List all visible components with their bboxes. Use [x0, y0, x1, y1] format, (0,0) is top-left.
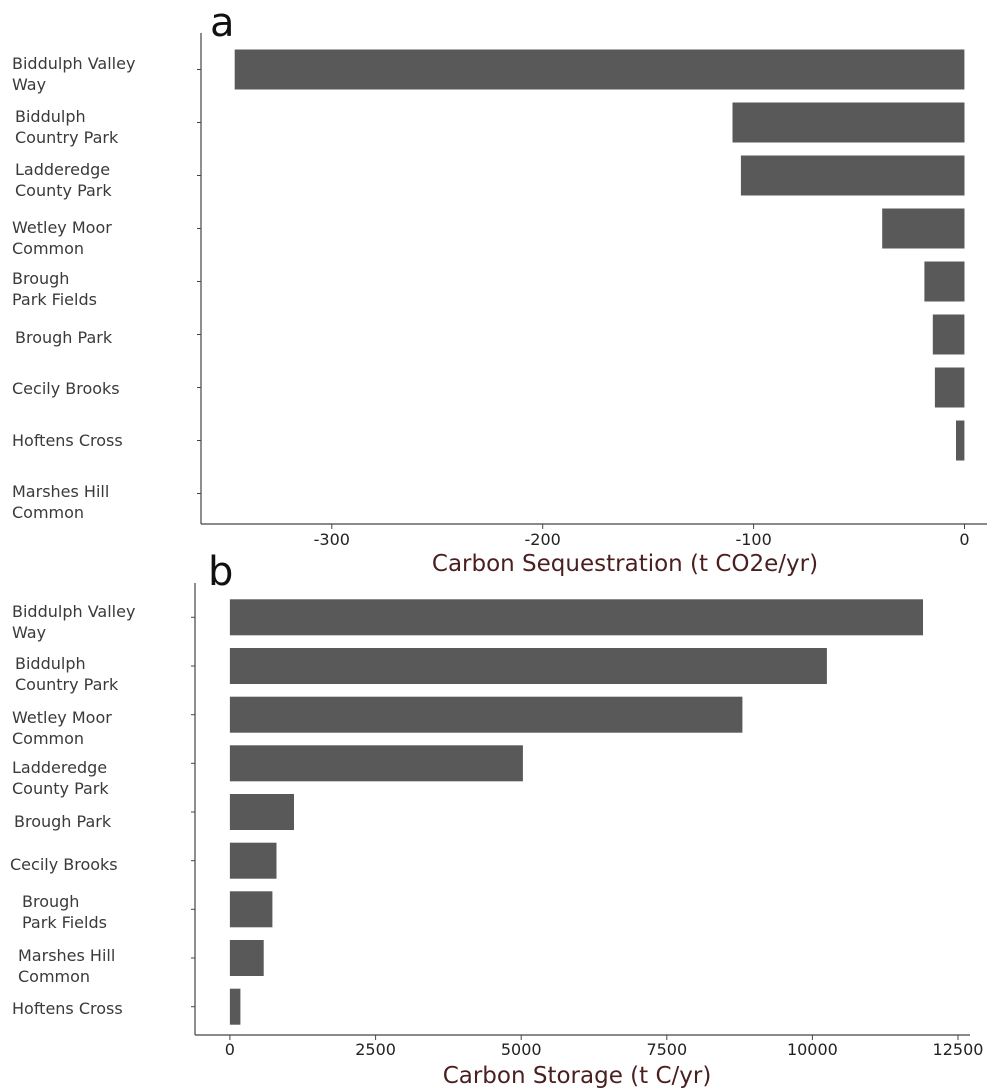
panel-a-sequestration-chart: a Biddulph Valley Way Biddulph Country Park… — [12, 0, 987, 577]
panel-a-x-tick-label-2: -100 — [735, 530, 771, 549]
panel-a-bar-7 — [956, 421, 964, 461]
panel-b-bar-4 — [230, 794, 294, 830]
panel-a-x-tick-label-0: -300 — [314, 530, 350, 549]
panel-b-x-ticks: 0 2500 5000 7500 10000 12500 — [225, 1035, 984, 1059]
panel-b-x-axis-title: Carbon Storage (t C/yr) — [443, 1063, 712, 1089]
panel-a-letter: a — [210, 0, 235, 46]
panel-a-category-label-5: Brough Park — [15, 328, 113, 347]
panel-a-category-label-3: Wetley Moor Common — [12, 218, 112, 258]
panel-a-bar-3 — [882, 209, 964, 249]
panel-b-category-label-3: Ladderedge County Park — [12, 758, 109, 798]
panel-b-bar-8 — [230, 989, 241, 1025]
panel-b-x-tick-label-0: 0 — [225, 1040, 235, 1059]
panel-b-bar-3 — [230, 745, 523, 781]
panel-b-category-label-4: Brough Park — [14, 812, 112, 831]
panel-a-category-label-6: Cecily Brooks — [12, 379, 120, 398]
panel-b-category-label-6: Brough Park Fields — [22, 892, 107, 932]
panel-a-bar-4 — [924, 262, 964, 302]
panel-a-bars — [235, 50, 965, 461]
panel-b-bar-7 — [230, 940, 264, 976]
panel-b-category-label-2: Wetley Moor Common — [12, 708, 112, 748]
panel-a-bar-2 — [741, 156, 965, 196]
panel-b-category-label-1: Biddulph Country Park — [15, 654, 119, 694]
panel-b-bar-1 — [230, 648, 827, 684]
panel-b-x-tick-label-4: 10000 — [787, 1040, 838, 1059]
panel-a-category-label-1: Biddulph Country Park — [15, 107, 119, 147]
panel-b-category-labels: Biddulph Valley Way Biddulph Country Park We… — [10, 602, 135, 1018]
panel-a-bar-0 — [235, 50, 965, 90]
panel-b-letter: b — [208, 549, 233, 595]
panel-b-x-tick-label-2: 5000 — [501, 1040, 542, 1059]
panel-b-category-label-5: Cecily Brooks — [10, 855, 118, 874]
panel-b-category-label-7: Marshes Hill Common — [18, 946, 115, 986]
panel-b-x-tick-label-1: 2500 — [355, 1040, 396, 1059]
panel-b-storage-chart: b Biddulph Valley Way Biddulph Country Park… — [10, 549, 983, 1089]
panel-a-x-axis-title: Carbon Sequestration (t CO2e/yr) — [432, 551, 818, 577]
panel-b-bars — [230, 599, 923, 1024]
panel-b-bar-2 — [230, 697, 743, 733]
panel-b-bar-6 — [230, 891, 273, 927]
panel-a-category-label-4: Brough Park Fields — [12, 269, 97, 309]
panel-b-x-tick-label-3: 7500 — [646, 1040, 687, 1059]
panel-a-x-tick-label-1: -200 — [525, 530, 561, 549]
panel-a-category-label-7: Hoftens Cross — [12, 431, 123, 450]
panel-a-bar-5 — [933, 315, 965, 355]
panel-a-x-ticks: -300 -200 -100 0 — [314, 524, 970, 549]
panel-a-bar-1 — [733, 103, 965, 143]
panel-a-category-label-8: Marshes Hill Common — [12, 482, 109, 522]
panel-b-bar-0 — [230, 599, 923, 635]
panel-a-x-tick-label-3: 0 — [959, 530, 969, 549]
panel-a-category-label-2: Ladderedge County Park — [15, 160, 112, 200]
panel-b-category-label-8: Hoftens Cross — [12, 999, 123, 1018]
panel-a-bar-6 — [935, 368, 965, 408]
panel-b-x-tick-label-5: 12500 — [933, 1040, 984, 1059]
panel-a-category-label-0: Biddulph Valley Way — [12, 54, 135, 94]
panel-b-bar-5 — [230, 843, 277, 879]
panel-a-category-labels: Biddulph Valley Way Biddulph Country Park La… — [12, 54, 135, 522]
panel-b-category-label-0: Biddulph Valley Way — [12, 602, 135, 642]
